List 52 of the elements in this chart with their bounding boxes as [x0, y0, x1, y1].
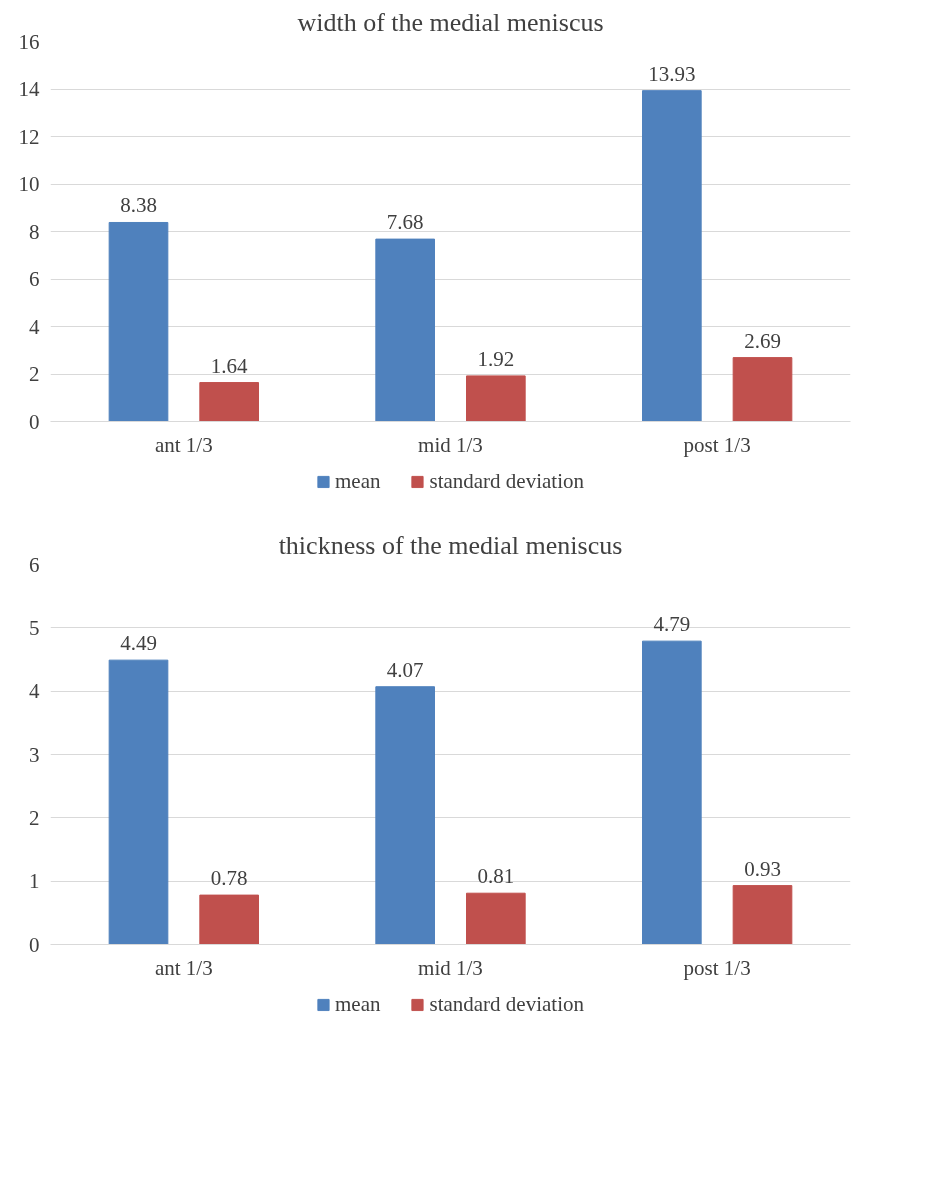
- chart-title: width of the medial meniscus: [297, 7, 604, 37]
- legend-label: standard deviation: [429, 468, 585, 494]
- x-tick-label: mid 1/3: [418, 955, 483, 980]
- bar: [732, 357, 793, 422]
- y-tick-label: 1: [29, 869, 40, 894]
- legend-label: mean: [334, 991, 381, 1017]
- bar: [466, 892, 526, 945]
- data-label: 4.79: [653, 612, 691, 637]
- x-tick-label: mid 1/3: [418, 432, 483, 457]
- data-label: 4.07: [386, 657, 424, 682]
- legend-label: mean: [334, 468, 381, 494]
- x-tick-label: ant 1/3: [154, 432, 213, 457]
- bar: [732, 885, 793, 945]
- y-tick-label: 2: [29, 362, 40, 386]
- y-tick-label: 0: [29, 409, 40, 434]
- data-label: 2.69: [744, 328, 781, 353]
- y-tick-label: 3: [29, 742, 40, 767]
- bar: [199, 894, 259, 945]
- y-tick-label: 12: [18, 124, 40, 149]
- bar: [108, 221, 169, 422]
- x-tick-label: post 1/3: [683, 955, 751, 980]
- x-tick-label: ant 1/3: [154, 955, 213, 980]
- bar: [642, 90, 702, 422]
- y-tick-label: 5: [29, 615, 40, 640]
- data-label: 1.64: [210, 353, 249, 378]
- data-label: 4.49: [120, 631, 157, 656]
- bar: [466, 375, 526, 422]
- y-tick-label: 6: [29, 267, 40, 291]
- y-tick-label: 6: [29, 552, 40, 577]
- data-label: 7.68: [386, 210, 424, 235]
- bar: [375, 686, 435, 945]
- y-tick-label: 16: [18, 29, 40, 54]
- bar: [199, 382, 259, 422]
- chart-title: thickness of the medial meniscus: [278, 530, 623, 560]
- bar: [108, 659, 169, 945]
- y-tick-label: 4: [29, 314, 40, 339]
- y-tick-label: 14: [18, 77, 40, 101]
- bar: [375, 238, 435, 422]
- y-tick-label: 2: [29, 805, 40, 830]
- data-label: 13.93: [648, 61, 696, 86]
- data-label: 0.93: [744, 856, 781, 881]
- data-label: 8.38: [120, 193, 157, 218]
- y-tick-label: 0: [29, 932, 40, 957]
- x-tick-label: post 1/3: [683, 432, 751, 457]
- y-tick-label: 8: [29, 219, 40, 244]
- data-label: 1.92: [477, 346, 515, 371]
- y-tick-label: 4: [29, 679, 40, 704]
- data-label: 0.78: [210, 866, 248, 891]
- legend-label: standard deviation: [429, 991, 585, 1017]
- y-tick-label: 10: [18, 172, 40, 196]
- bar: [642, 640, 702, 945]
- data-label: 0.81: [477, 864, 515, 889]
